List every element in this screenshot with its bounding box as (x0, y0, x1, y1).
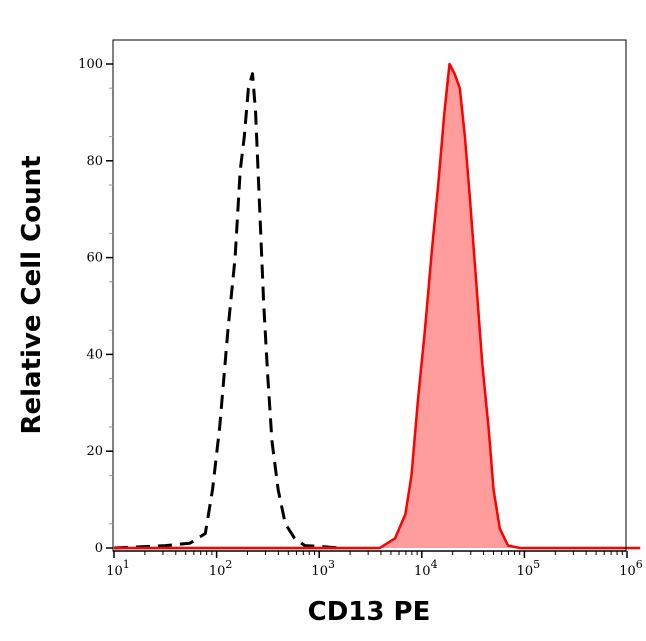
y-tick-label: 0 (95, 541, 103, 556)
x-tick-label: 103 (311, 558, 335, 579)
y-axis-label: Relative Cell Count (17, 155, 47, 434)
y-tick-label: 60 (86, 251, 103, 266)
series-fill-1 (114, 64, 641, 548)
x-tick-label: 101 (106, 558, 130, 579)
x-tick-label: 102 (209, 558, 233, 579)
x-tick-label: 105 (517, 558, 541, 579)
y-tick-label: 100 (78, 57, 103, 72)
axes-layer: 0 20 40 60 80 100 101 102 103 104 105 106 (78, 57, 643, 579)
series-line-0 (113, 72, 340, 550)
y-tick-label: 40 (86, 347, 103, 362)
x-tick-label: 104 (414, 558, 438, 579)
plot-frame (112, 39, 627, 552)
x-axis-label: CD13 PE (308, 597, 431, 627)
x-tick-label: 106 (619, 558, 643, 579)
series-line-1 (114, 62, 641, 550)
y-tick-label: 80 (86, 154, 103, 169)
y-tick-label: 20 (86, 444, 103, 459)
plot-layer (113, 62, 641, 550)
